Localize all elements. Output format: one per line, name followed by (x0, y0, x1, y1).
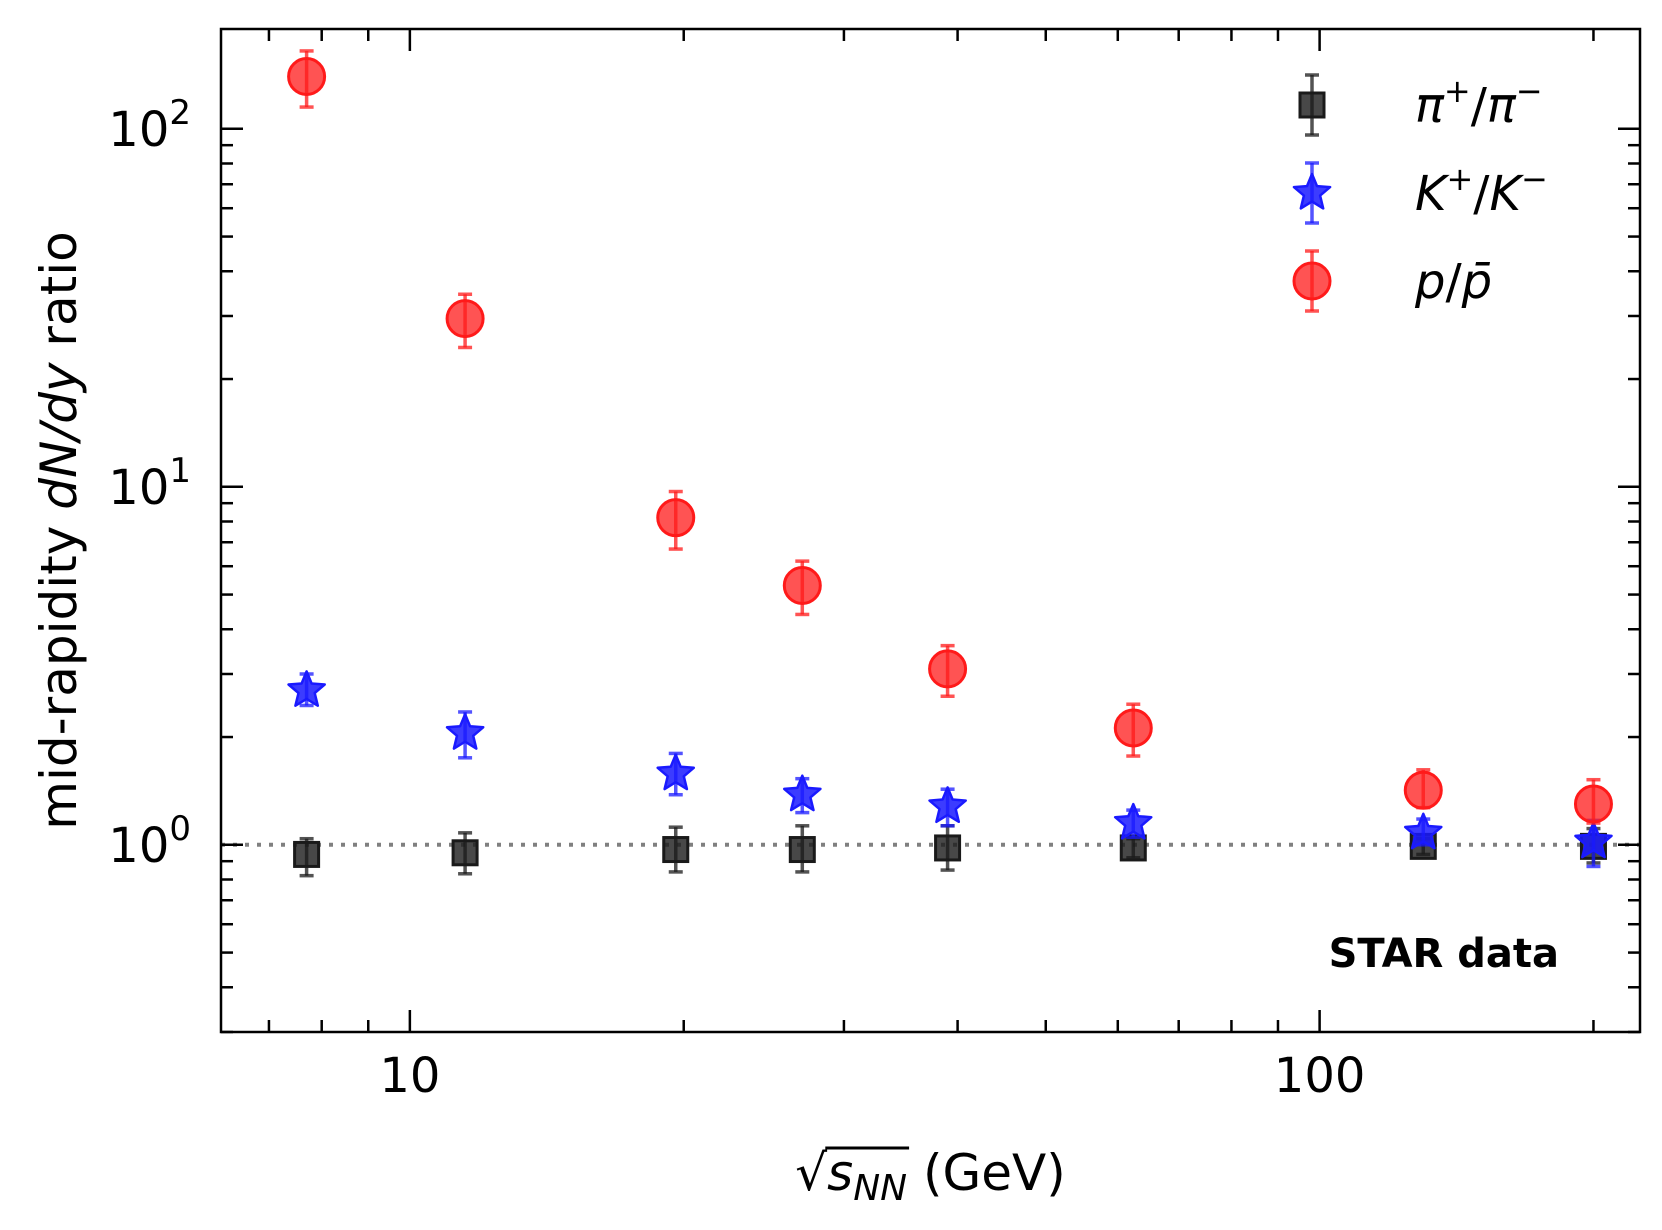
legend-marker-pi (1298, 91, 1326, 119)
legend-label-pi: π+/π− (1415, 72, 1543, 134)
point-K (782, 774, 822, 812)
legend-label-base2: π (1487, 78, 1517, 134)
legend-label-sep: / (1445, 254, 1462, 310)
legend-label-sup2: − (1516, 72, 1543, 110)
point-p (1113, 708, 1153, 748)
point-pi (1119, 834, 1147, 862)
y-axis-label-prefix: mid-rapidity (30, 510, 88, 830)
legend-entry-p: p/p̄ (1292, 249, 1492, 313)
point-pi (451, 839, 479, 867)
y-axis-label-suffix: ratio (30, 231, 88, 362)
point-pi (293, 840, 321, 868)
y-axis-label: mid-rapidity dN/dy ratio (30, 231, 88, 829)
data-layer (287, 49, 1613, 878)
point-K (287, 670, 326, 707)
point-K (928, 786, 967, 824)
y-tick-label: 100 (108, 809, 191, 874)
legend-marker-p (1292, 261, 1332, 301)
point-pi (934, 834, 962, 862)
point-K (1403, 812, 1443, 850)
legend-label-sup: + (1446, 160, 1473, 198)
point-K (1574, 821, 1613, 859)
y-tick-label-exponent: 2 (169, 93, 191, 133)
x-tick-label: 10 (379, 1048, 440, 1104)
legend-marker-K (1292, 172, 1332, 210)
legend-label-base: p (1414, 254, 1445, 310)
point-K (656, 753, 696, 791)
x-axis-label-sqrt: √ (795, 1144, 827, 1202)
legend-label-sup2: − (1521, 160, 1548, 198)
point-p (1403, 770, 1443, 810)
legend-label-base: π (1415, 78, 1445, 134)
plot-frame (219, 27, 1642, 1034)
x-axis-label: √sNN (GeV) (795, 1144, 1065, 1209)
legend-label-sep: / (1473, 166, 1490, 222)
point-p (656, 498, 696, 538)
legend-label-sup: + (1444, 72, 1471, 110)
point-p (928, 649, 968, 689)
y-tick-label-base: 10 (108, 460, 169, 516)
series-pi (293, 824, 1607, 878)
series-K (287, 670, 1613, 869)
y-tick-label-base: 10 (108, 102, 169, 158)
legend: π+/π−K+/K−p/p̄ (1292, 72, 1548, 313)
point-p (1573, 784, 1613, 824)
legend-label-base2: p̄ (1461, 254, 1492, 310)
y-axis-label-italic: dN/dy (30, 361, 88, 510)
legend-entry-pi: π+/π− (1298, 72, 1543, 137)
x-axis-label-main: s (827, 1144, 853, 1202)
point-p (287, 56, 327, 96)
point-p (445, 299, 485, 339)
point-K (445, 712, 485, 750)
x-axis-label-subscript: NN (853, 1168, 907, 1209)
legend-label-base2: K (1489, 166, 1524, 222)
star-data-annotation: STAR data (1329, 931, 1559, 977)
y-tick-label-exponent: 0 (169, 809, 191, 849)
series-p (287, 49, 1613, 825)
legend-label-p: p/p̄ (1414, 254, 1492, 310)
legend-entry-K: K+/K− (1292, 160, 1548, 225)
x-tick-label: 100 (1274, 1048, 1366, 1104)
y-tick-label: 101 (108, 451, 191, 516)
legend-label-sep: / (1471, 78, 1488, 134)
y-tick-label-base: 10 (108, 818, 169, 874)
point-p (782, 566, 822, 606)
point-pi (662, 836, 690, 864)
y-tick-label-exponent: 1 (169, 451, 191, 491)
point-K (1113, 802, 1153, 840)
point-pi (788, 836, 816, 864)
x-axis-label-unit: (GeV) (907, 1144, 1066, 1202)
legend-label-K: K+/K− (1415, 160, 1548, 222)
y-tick-label: 102 (108, 93, 191, 158)
legend-label-base: K (1415, 166, 1450, 222)
